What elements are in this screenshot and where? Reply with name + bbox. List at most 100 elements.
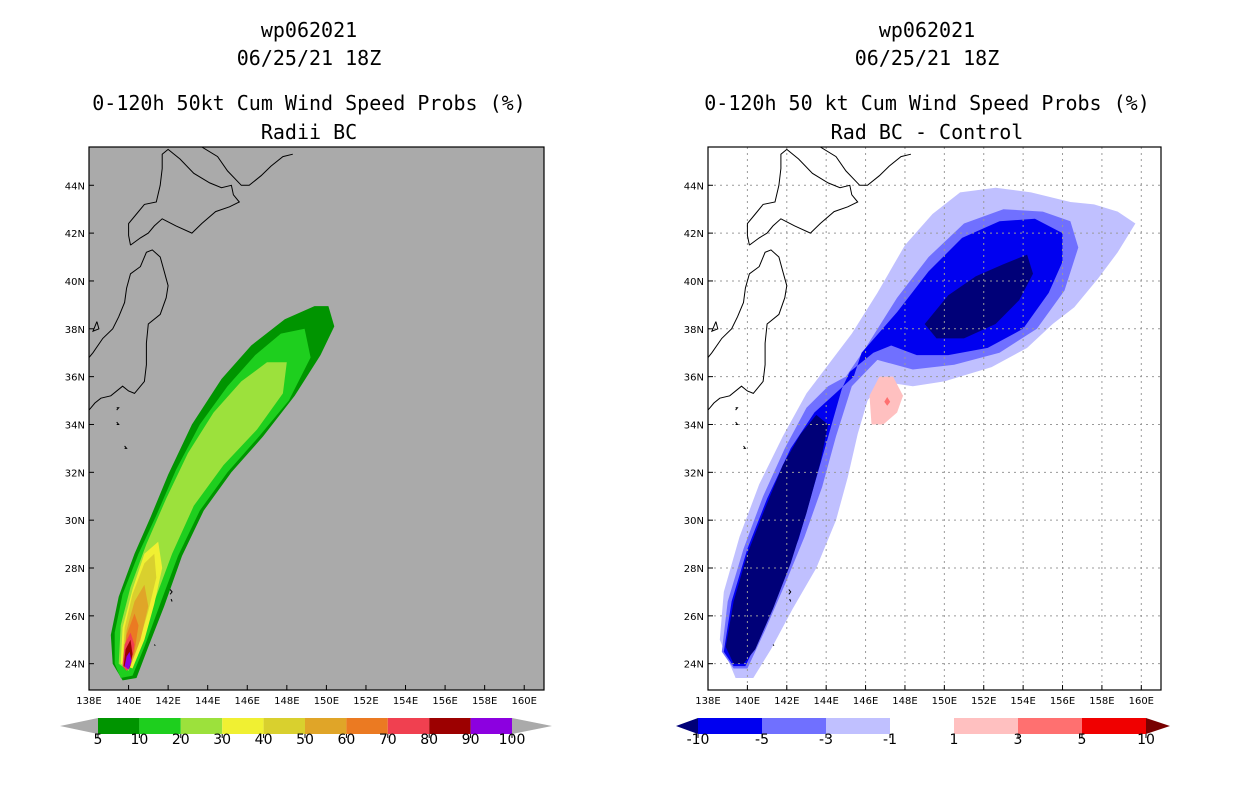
colorbar-swatch	[470, 718, 512, 734]
coastline	[153, 644, 156, 647]
coastline	[789, 598, 792, 602]
colorbar-label: -3	[819, 732, 833, 748]
left-colorbar	[60, 718, 552, 738]
colorbar-label: 20	[171, 732, 190, 748]
x-tick-label: 150E	[932, 696, 957, 707]
colorbar-swatch	[263, 718, 305, 734]
coastline	[788, 589, 792, 595]
y-tick-label: 24N	[65, 660, 85, 671]
plot-frame	[707, 146, 1162, 691]
x-tick-label: 160E	[512, 696, 537, 707]
x-tick-label: 148E	[892, 696, 917, 707]
x-tick-label: 138E	[76, 696, 101, 707]
colorbar-swatch	[826, 718, 890, 734]
colorbar-under-arrow	[676, 718, 698, 734]
y-tick-label: 42N	[684, 229, 704, 240]
colorbar-swatch	[1082, 718, 1146, 734]
colorbar-label: 60	[337, 732, 356, 748]
coastline	[820, 147, 912, 186]
colorbar-swatch	[346, 718, 388, 734]
left-title-date: 06/25/21 18Z	[236, 46, 382, 70]
coastline	[170, 598, 173, 602]
colorbar-swatch	[698, 718, 762, 734]
colorbar-label: -5	[755, 732, 769, 748]
coastline	[124, 445, 128, 449]
x-tick-label: 158E	[472, 696, 497, 707]
x-tick-label: 152E	[971, 696, 996, 707]
colorbar-label: -1	[883, 732, 897, 748]
x-tick-label: 144E	[813, 696, 838, 707]
y-tick-label: 36N	[65, 373, 85, 384]
colorbar-swatch	[139, 718, 181, 734]
x-tick-label: 142E	[155, 696, 180, 707]
contour-9	[124, 651, 132, 670]
right-title-storm-id: wp062021	[878, 18, 976, 42]
right-title-date: 06/25/21 18Z	[854, 46, 1000, 70]
colorbar-swatch	[98, 718, 140, 734]
x-tick-label: 158E	[1089, 696, 1114, 707]
left-panel: wp062021 06/25/21 18Z 0-120h 50kt Cum Wi…	[60, 18, 552, 748]
y-tick-label: 44N	[684, 181, 704, 192]
x-tick-label: 138E	[695, 696, 720, 707]
coastline	[116, 407, 120, 411]
x-tick-label: 154E	[393, 696, 418, 707]
x-tick-label: 140E	[735, 696, 760, 707]
x-tick-label: 146E	[235, 696, 260, 707]
y-tick-label: 36N	[684, 373, 704, 384]
colorbar-label: 50	[296, 732, 314, 748]
left-title-sub: Radii BC	[260, 120, 358, 144]
x-tick-label: 154E	[1010, 696, 1035, 707]
coastline	[746, 148, 859, 246]
colorbar-label: -10	[686, 732, 710, 748]
colorbar-label: 10	[1137, 732, 1155, 748]
y-tick-label: 26N	[684, 612, 704, 623]
plot-frame	[88, 146, 545, 691]
coastline	[92, 321, 100, 333]
colorbar-label: 40	[254, 732, 273, 748]
colorbar-label: 80	[420, 732, 439, 748]
colorbar-under-arrow	[60, 718, 98, 734]
right-panel: wp062021 06/25/21 18Z 0-120h 50 kt Cum W…	[618, 0, 1236, 800]
colorbar-over-arrow	[512, 718, 552, 734]
colorbar-label: 1	[949, 732, 959, 748]
y-tick-label: 32N	[65, 468, 85, 479]
right-map: 138E 140E 142E 144E 146E 148E 150E 152E 154E 156E…	[684, 146, 1162, 707]
y-tick-label: 34N	[65, 420, 85, 431]
colorbar-over-arrow	[1146, 718, 1170, 734]
y-tick-label: 38N	[684, 325, 704, 336]
left-title-main: 0-120h 50kt Cum Wind Speed Probs (%)	[92, 91, 526, 115]
left-title-storm-id: wp062021	[260, 18, 358, 42]
x-tick-label: 150E	[314, 696, 339, 707]
y-tick-label: 26N	[65, 612, 85, 623]
colorbar-swatch	[180, 718, 223, 734]
colorbar-label: 90	[461, 732, 480, 748]
y-tick-label: 30N	[65, 516, 85, 527]
x-tick-label: 148E	[274, 696, 299, 707]
coastline	[116, 421, 120, 425]
x-tick-label: 156E	[432, 696, 457, 707]
colorbar-swatch	[222, 718, 264, 734]
colorbar-label: 5	[1077, 732, 1087, 748]
y-tick-label: 34N	[684, 420, 704, 431]
x-tick-label: 146E	[853, 696, 878, 707]
y-tick-label: 38N	[65, 325, 85, 336]
contour-2	[118, 362, 287, 671]
contour-6	[884, 397, 891, 406]
colorbar-label: 70	[378, 732, 397, 748]
colorbar-label: 5	[93, 732, 103, 748]
coastline	[735, 407, 739, 411]
coastline	[743, 445, 747, 449]
x-tick-label: 144E	[195, 696, 220, 707]
contour-4	[924, 254, 1033, 339]
coastline	[89, 249, 169, 411]
right-title-main: 0-120h 50 kt Cum Wind Speed Probs (%)	[704, 91, 1150, 115]
y-tick-label: 40N	[65, 277, 85, 288]
colorbar-swatch	[1018, 718, 1082, 734]
colorbar-swatch	[305, 718, 347, 734]
coastline	[169, 589, 173, 595]
y-tick-label: 30N	[684, 516, 704, 527]
y-tick-label: 24N	[684, 660, 704, 671]
x-tick-label: 142E	[774, 696, 799, 707]
colorbar-label: 10	[130, 732, 149, 748]
x-tick-label: 156E	[1050, 696, 1075, 707]
